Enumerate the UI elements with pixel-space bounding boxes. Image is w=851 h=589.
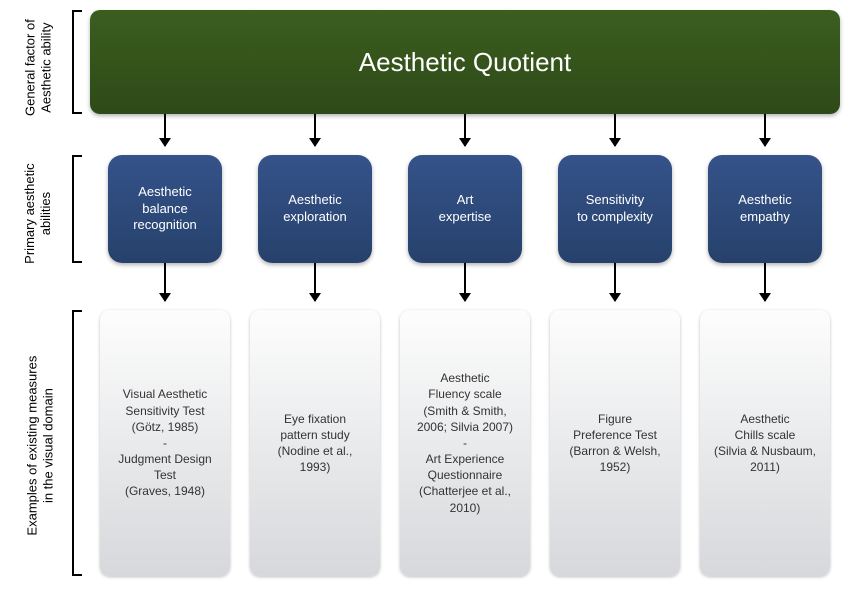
- measure-label: Eye fixation pattern study (Nodine et al…: [278, 411, 353, 476]
- arrow-down: [314, 114, 316, 146]
- ability-label: Aesthetic exploration: [283, 192, 347, 226]
- arrow-down: [764, 263, 766, 301]
- measure-box: Aesthetic Chills scale (Silvia & Nusbaum…: [700, 310, 830, 576]
- arrow-down: [614, 263, 616, 301]
- row-label-middle: Primary aesthetic abilities: [22, 156, 53, 271]
- ability-box: Aesthetic empathy: [708, 155, 822, 263]
- arrow-down: [614, 114, 616, 146]
- measure-box: Aesthetic Fluency scale (Smith & Smith, …: [400, 310, 530, 576]
- bracket-top: [72, 10, 74, 114]
- ability-label: Sensitivity to complexity: [577, 192, 653, 226]
- measure-label: Aesthetic Chills scale (Silvia & Nusbaum…: [714, 411, 816, 476]
- ability-box: Art expertise: [408, 155, 522, 263]
- arrow-down: [764, 114, 766, 146]
- measure-box: Eye fixation pattern study (Nodine et al…: [250, 310, 380, 576]
- row-label-top: General factor of Aesthetic ability: [22, 8, 53, 128]
- arrow-down: [314, 263, 316, 301]
- measure-box: Visual Aesthetic Sensitivity Test (Götz,…: [100, 310, 230, 576]
- ability-box: Aesthetic balance recognition: [108, 155, 222, 263]
- top-title: Aesthetic Quotient: [359, 47, 571, 78]
- ability-label: Art expertise: [439, 192, 492, 226]
- ability-label: Aesthetic balance recognition: [133, 184, 197, 235]
- bracket-bottom: [72, 310, 74, 576]
- arrow-down: [164, 114, 166, 146]
- measure-label: Aesthetic Fluency scale (Smith & Smith, …: [417, 370, 513, 516]
- measure-label: Visual Aesthetic Sensitivity Test (Götz,…: [118, 386, 211, 499]
- row-label-bottom: Examples of existing measures in the vis…: [24, 341, 55, 551]
- measure-box: Figure Preference Test (Barron & Welsh, …: [550, 310, 680, 576]
- ability-box: Aesthetic exploration: [258, 155, 372, 263]
- bracket-middle: [72, 155, 74, 263]
- measure-label: Figure Preference Test (Barron & Welsh, …: [569, 411, 660, 476]
- arrow-down: [464, 263, 466, 301]
- aesthetic-quotient-box: Aesthetic Quotient: [90, 10, 840, 114]
- ability-box: Sensitivity to complexity: [558, 155, 672, 263]
- ability-label: Aesthetic empathy: [738, 192, 791, 226]
- arrow-down: [464, 114, 466, 146]
- arrow-down: [164, 263, 166, 301]
